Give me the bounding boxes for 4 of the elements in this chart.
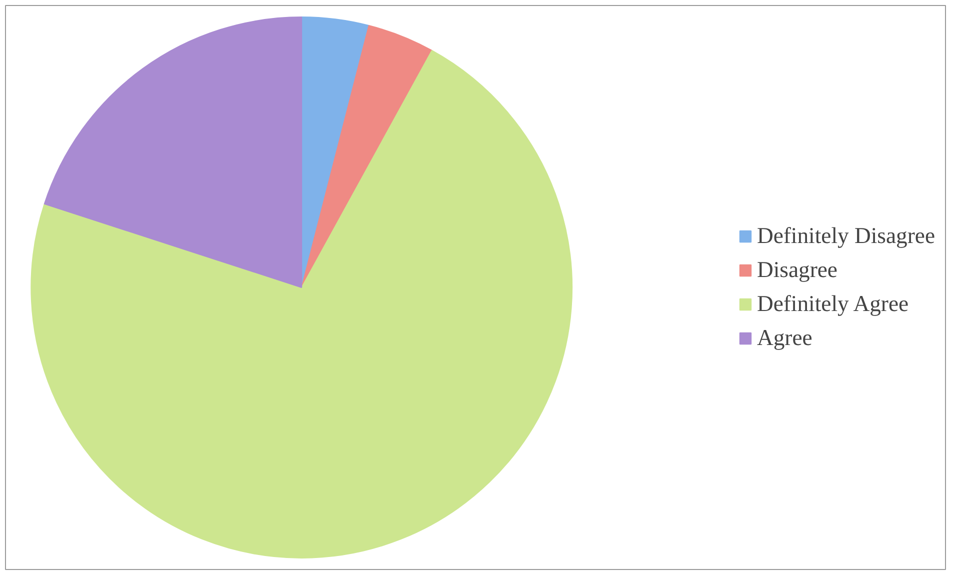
legend-label: Definitely Disagree <box>756 223 935 249</box>
legend-label: Definitely Agree <box>756 291 909 317</box>
legend-label: Agree <box>756 325 812 351</box>
legend-label: Disagree <box>756 257 838 283</box>
